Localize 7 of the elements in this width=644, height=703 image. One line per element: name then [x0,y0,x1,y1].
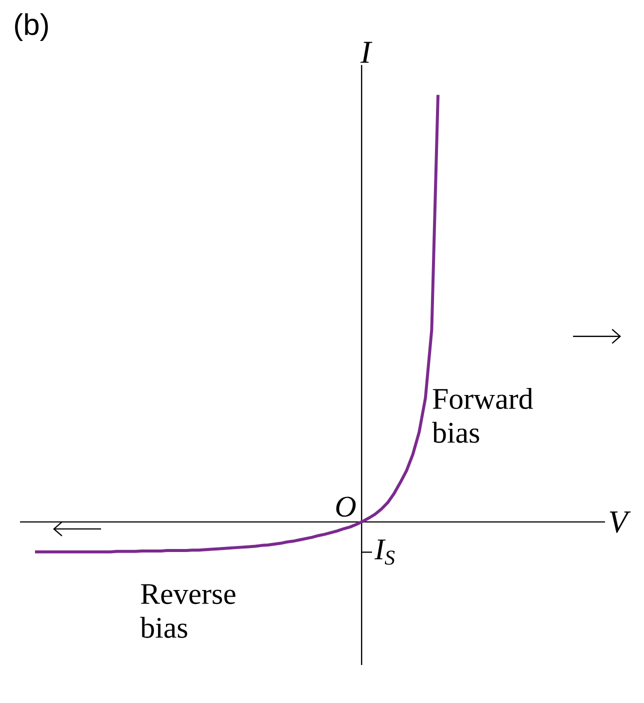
text: V [610,512,631,533]
y-axis-title: I [360,42,372,63]
text: Reverse bias [140,584,236,638]
annotation: Forward bias [432,388,533,443]
chart-title: (b) [15,13,48,42]
annotation: O [336,496,356,517]
annotation: I$_{S}$ [374,540,395,565]
